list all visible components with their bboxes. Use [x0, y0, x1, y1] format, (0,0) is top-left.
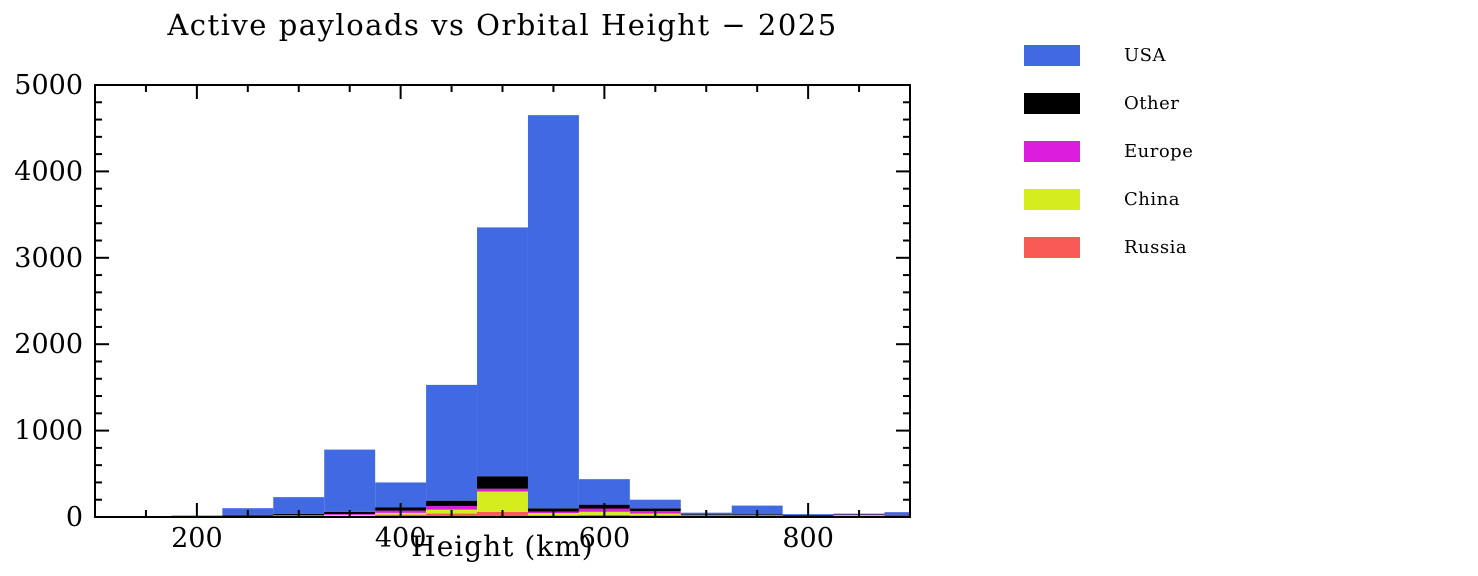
legend-label: Europe: [1124, 140, 1194, 162]
legend-label: USA: [1124, 44, 1166, 66]
bar-segment-usa: [527, 115, 579, 509]
y-tick-label: 1000: [14, 416, 83, 447]
bar-segment-other: [884, 514, 910, 516]
bar-segment-other: [477, 476, 528, 489]
legend-swatch-usa: [1024, 44, 1080, 66]
bar-segment-usa: [731, 505, 783, 515]
x-tick-label: 400: [375, 523, 427, 554]
legend-label: China: [1124, 188, 1180, 210]
bar-segment-other: [527, 508, 579, 512]
legend-swatch-russia: [1024, 236, 1080, 258]
legend-label: Russia: [1124, 236, 1188, 258]
y-tick-label: 0: [66, 502, 83, 533]
legend-swatch-other: [1024, 92, 1080, 114]
bar-segment-other: [629, 508, 681, 512]
chart-title: Active payloads vs Orbital Height − 2025: [167, 8, 838, 42]
legend-label: Other: [1124, 92, 1180, 114]
x-axis-label: Height (km): [411, 530, 594, 563]
bar-segment-usa: [578, 479, 630, 505]
bar-segment-europe: [426, 506, 478, 510]
y-tick-label: 3000: [14, 243, 83, 274]
bar-segment-usa: [884, 512, 910, 515]
legend: USA Other Europe China Russia: [1024, 44, 1193, 284]
legend-item-other: Other: [1024, 92, 1193, 114]
bar-segment-china: [477, 491, 528, 512]
x-tick-label: 200: [171, 523, 223, 554]
legend-swatch-china: [1024, 188, 1080, 210]
bar-segment-usa: [629, 499, 681, 509]
x-tick-label: 600: [579, 523, 631, 554]
bar-segment-other: [426, 500, 478, 507]
bar-segment-usa: [273, 497, 325, 514]
bar-segment-europe: [477, 488, 528, 492]
y-tick-label: 5000: [14, 70, 83, 101]
x-tick-label: 800: [782, 523, 834, 554]
legend-item-usa: USA: [1024, 44, 1193, 66]
legend-item-china: China: [1024, 188, 1193, 210]
y-tick-label: 4000: [14, 156, 83, 187]
bar-segment-usa: [426, 384, 478, 501]
y-tick-label: 2000: [14, 329, 83, 360]
legend-item-europe: Europe: [1024, 140, 1193, 162]
bar-segment-europe: [884, 515, 910, 516]
bar-segment-usa: [477, 227, 528, 477]
bar-segment-usa: [324, 449, 376, 512]
legend-item-russia: Russia: [1024, 236, 1193, 258]
legend-swatch-europe: [1024, 140, 1080, 162]
